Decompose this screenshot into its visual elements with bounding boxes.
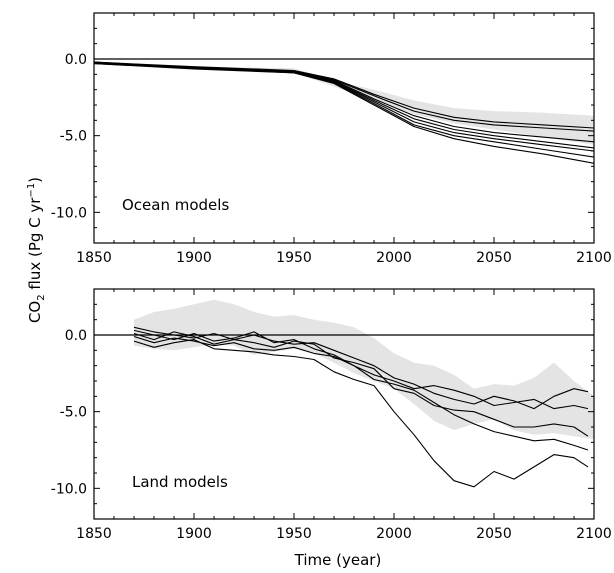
ocean-y-tick-label: -5.0	[60, 129, 87, 145]
ocean-x-tick-label: 1900	[176, 250, 212, 266]
y-axis-title: CO2 flux (Pg C yr−1)	[26, 177, 47, 323]
x-axis-title: Time (year)	[294, 551, 382, 569]
land-series-line-2	[133, 329, 589, 410]
ocean-series-line-1	[93, 61, 595, 129]
land-x-tick-label: 1900	[176, 526, 212, 542]
ocean-series-line-6	[93, 63, 595, 158]
land-x-tick-label: 2050	[476, 526, 512, 542]
land-y-tick-label: -10.0	[51, 481, 87, 497]
ocean-y-tick-label: -10.0	[51, 205, 87, 221]
ocean-x-tick-label: 2050	[476, 250, 512, 266]
y-axis-title-main: CO	[26, 301, 44, 323]
ocean-x-tick-label: 2100	[576, 250, 612, 266]
ocean-models-label: Ocean models	[122, 196, 229, 214]
ocean-y-tick-label: 0.0	[65, 52, 87, 68]
land-x-tick-label: 2100	[576, 526, 612, 542]
land-models-label: Land models	[132, 473, 228, 491]
land-series-line-3	[133, 331, 589, 437]
land-range-band	[134, 299, 594, 440]
land-x-tick-label: 2000	[376, 526, 412, 542]
land-series-line-5	[133, 339, 589, 488]
y-axis-title-rest: flux (Pg C yr	[26, 197, 44, 295]
land-series-line-4	[133, 335, 589, 451]
ocean-range-band	[94, 62, 594, 145]
land-x-tick-label: 1950	[276, 526, 312, 542]
ocean-x-tick-label: 1850	[76, 250, 112, 266]
ocean-x-tick-label: 2000	[376, 250, 412, 266]
y-axis-title-close: )	[26, 177, 44, 183]
ocean-series-line-5	[93, 62, 595, 152]
land-plot-frame	[93, 288, 595, 520]
y-axis-title-superscript: −1	[26, 183, 37, 198]
ocean-plot-frame	[93, 12, 595, 244]
land-y-tick-label: -5.0	[60, 405, 87, 421]
y-axis-title-subscript: 2	[36, 294, 47, 300]
land-y-tick-label: 0.0	[65, 328, 87, 344]
ocean-series-line-7	[93, 63, 595, 164]
ocean-panel: 1850 1900 1950 2000 2050 2100 0.0 -5.0 -10.0 Ocea…	[51, 12, 612, 266]
land-x-tick-label: 1850	[76, 526, 112, 542]
ocean-x-tick-label: 1950	[276, 250, 312, 266]
land-panel: 1850 1900 1950 2000 2050 2100 0.0 -5.0 -10.0 Land…	[51, 288, 612, 542]
